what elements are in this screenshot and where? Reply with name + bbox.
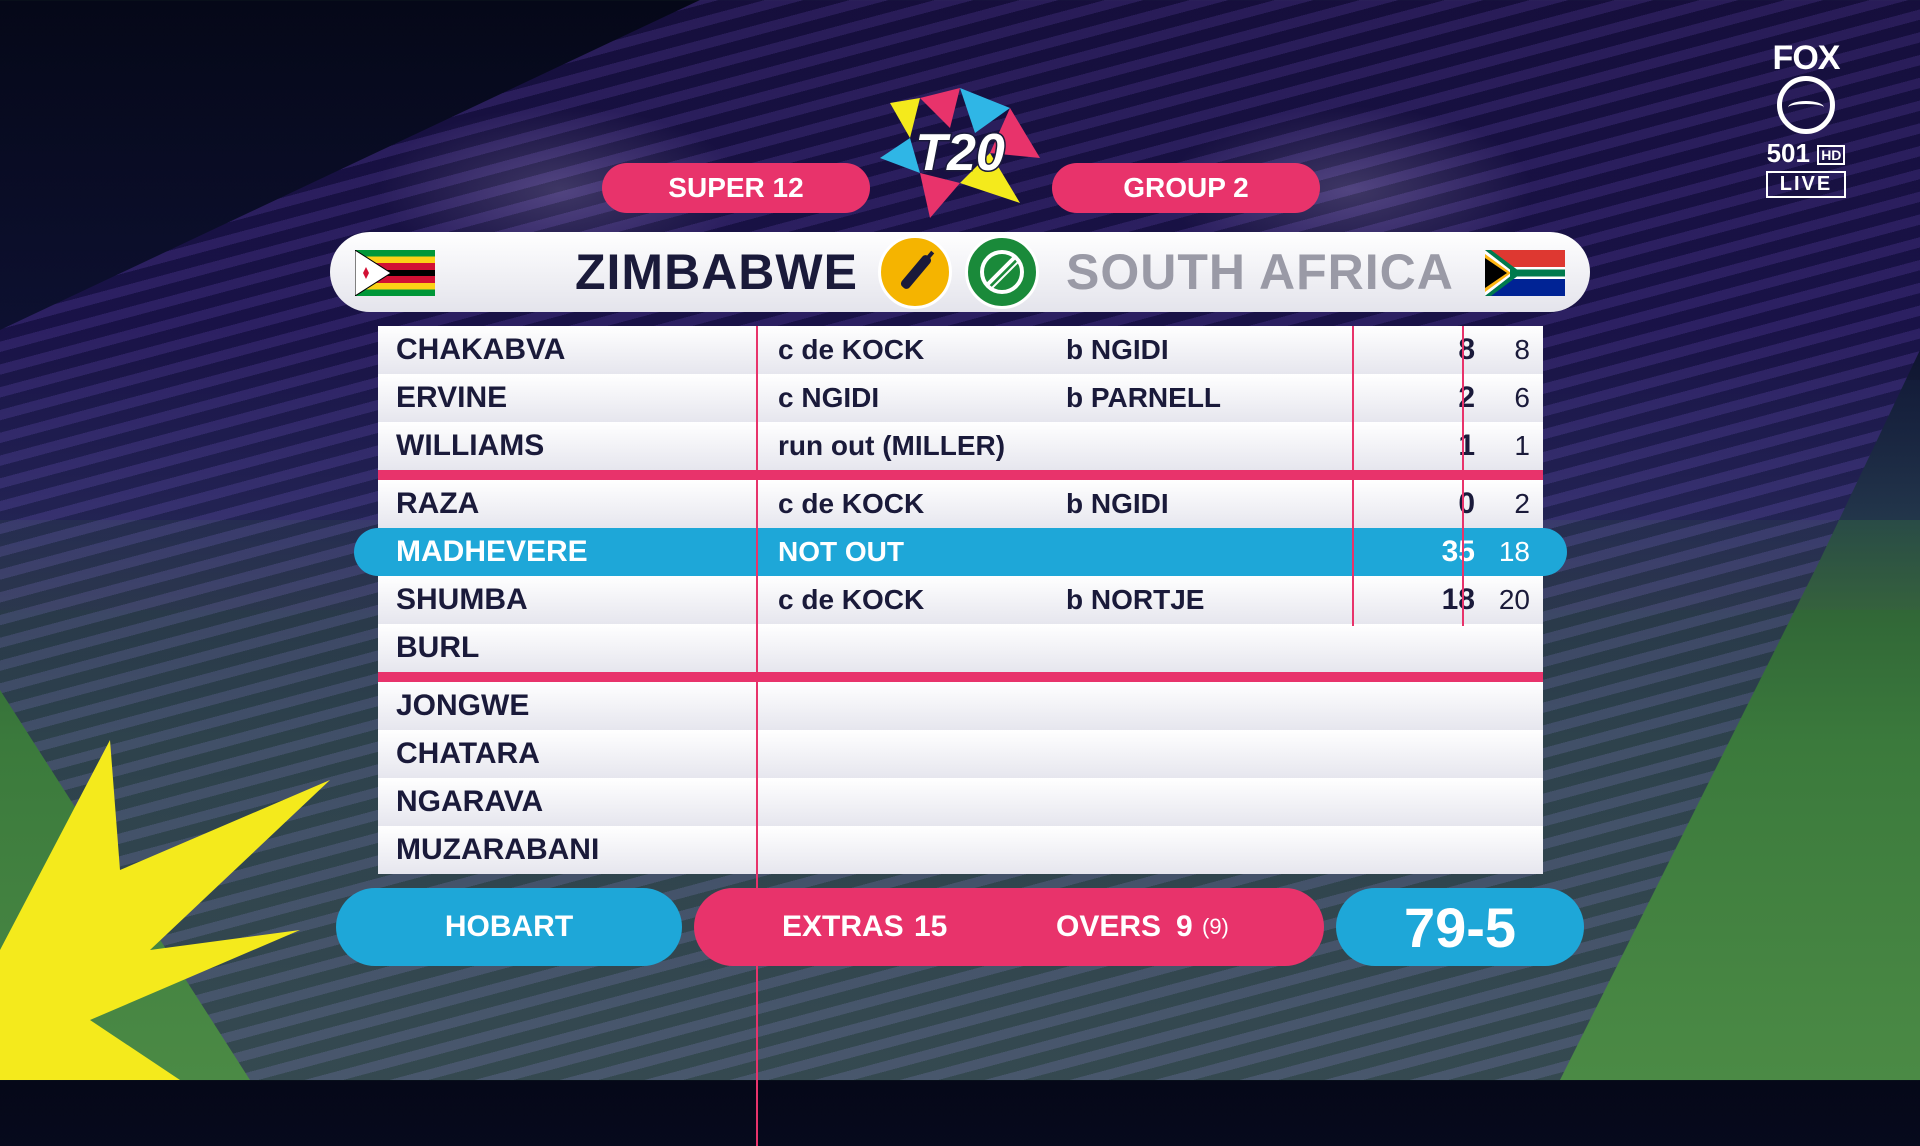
row-divider <box>378 470 1543 480</box>
batter-row: MUZARABANI <box>378 826 1543 874</box>
runs: 1 <box>1458 429 1475 462</box>
venue-pill: HOBART <box>336 888 682 966</box>
bowler: b NGIDI <box>1066 488 1169 519</box>
extras-value: 15 <box>914 910 948 943</box>
overs-value: 9 <box>1176 910 1193 943</box>
balls: 20 <box>1498 584 1530 615</box>
batter-row: CHATARA <box>378 730 1543 778</box>
batting-scorecard: CHAKABVA c de KOCK b NGIDI 8 8 ERVINE c … <box>354 326 1567 1146</box>
live-badge: LIVE <box>1766 171 1846 198</box>
dismissal: c de KOCK <box>778 584 925 615</box>
batter-row-highlighted: MADHEVERE NOT OUT 35 18 <box>354 528 1567 576</box>
zimbabwe-flag-icon <box>355 250 435 296</box>
bowling-team-name: SOUTH AFRICA <box>1066 244 1454 300</box>
total-score-pill: 79-5 <box>1336 888 1584 966</box>
batter-row: BURL <box>378 624 1543 672</box>
batter-row: RAZA c de KOCK b NGIDI 0 2 <box>378 480 1543 528</box>
extras-label: EXTRAS <box>782 910 904 943</box>
t20-logo-text: T20 <box>915 124 1005 182</box>
batting-team-name: ZIMBABWE <box>575 244 858 300</box>
group-pill: GROUP 2 <box>1052 163 1320 213</box>
batter-row: SHUMBA c de KOCK b NORTJE 18 20 <box>378 576 1543 624</box>
dismissal: NOT OUT <box>778 536 904 567</box>
runs: 35 <box>1441 535 1475 568</box>
batter-row: CHAKABVA c de KOCK b NGIDI 8 8 <box>378 326 1543 374</box>
column-separator <box>756 326 758 1146</box>
column-separator <box>1462 326 1464 626</box>
row-divider <box>378 672 1543 682</box>
extras-overs-pill: EXTRAS 15 OVERS 9 (9) <box>694 888 1324 966</box>
batter-name: NGARAVA <box>396 785 544 818</box>
dismissal: c de KOCK <box>778 334 925 365</box>
south-africa-flag-icon <box>1485 250 1565 296</box>
stage-pill: SUPER 12 <box>602 163 870 213</box>
broadcaster-logo: FOX 501 HD LIVE <box>1756 40 1856 220</box>
bowling-icon <box>965 235 1039 309</box>
runs: 2 <box>1458 381 1475 414</box>
team-bar <box>330 232 1590 312</box>
batter-row: ERVINE c NGIDI b PARNELL 2 6 <box>378 374 1543 422</box>
batter-name: BURL <box>396 631 480 664</box>
yellow-burst-graphic <box>0 740 330 1080</box>
dismissal: run out (MILLER) <box>778 430 1006 461</box>
cricket-ball-icon <box>1777 76 1835 134</box>
batter-name: WILLIAMS <box>396 429 545 462</box>
batter-row: WILLIAMS run out (MILLER) 1 1 <box>378 422 1543 470</box>
batter-name: MADHEVERE <box>396 535 588 568</box>
batting-icon <box>878 235 952 309</box>
balls: 2 <box>1514 488 1530 519</box>
batter-name: RAZA <box>396 487 480 520</box>
bowler: b NGIDI <box>1066 334 1169 365</box>
balls: 1 <box>1514 430 1530 461</box>
balls: 6 <box>1514 382 1530 413</box>
batter-name: CHAKABVA <box>396 333 566 366</box>
t20-world-cup-logo: T20 <box>880 88 1040 218</box>
bowler: b NORTJE <box>1066 584 1205 615</box>
dismissal: c de KOCK <box>778 488 925 519</box>
batter-row: JONGWE <box>378 682 1543 730</box>
broadcaster-brand: FOX <box>1772 39 1841 77</box>
batter-row: NGARAVA <box>378 778 1543 826</box>
balls: 18 <box>1498 536 1530 567</box>
column-separator <box>1352 326 1354 626</box>
batter-name: ERVINE <box>396 381 508 414</box>
overs-label: OVERS <box>1056 910 1162 943</box>
batter-name: MUZARABANI <box>396 833 600 866</box>
batter-name: JONGWE <box>396 689 530 722</box>
runs: 8 <box>1458 333 1475 366</box>
dismissal: c NGIDI <box>778 382 880 413</box>
runs: 18 <box>1441 583 1475 616</box>
overs-sub: (9) <box>1202 914 1229 939</box>
hd-badge: HD <box>1817 145 1846 166</box>
runs: 0 <box>1458 487 1475 520</box>
bowler: b PARNELL <box>1066 382 1222 413</box>
balls: 8 <box>1514 334 1530 365</box>
batter-name: SHUMBA <box>396 583 528 616</box>
batter-name: CHATARA <box>396 737 540 770</box>
channel-number: 501 HD <box>1756 138 1856 169</box>
